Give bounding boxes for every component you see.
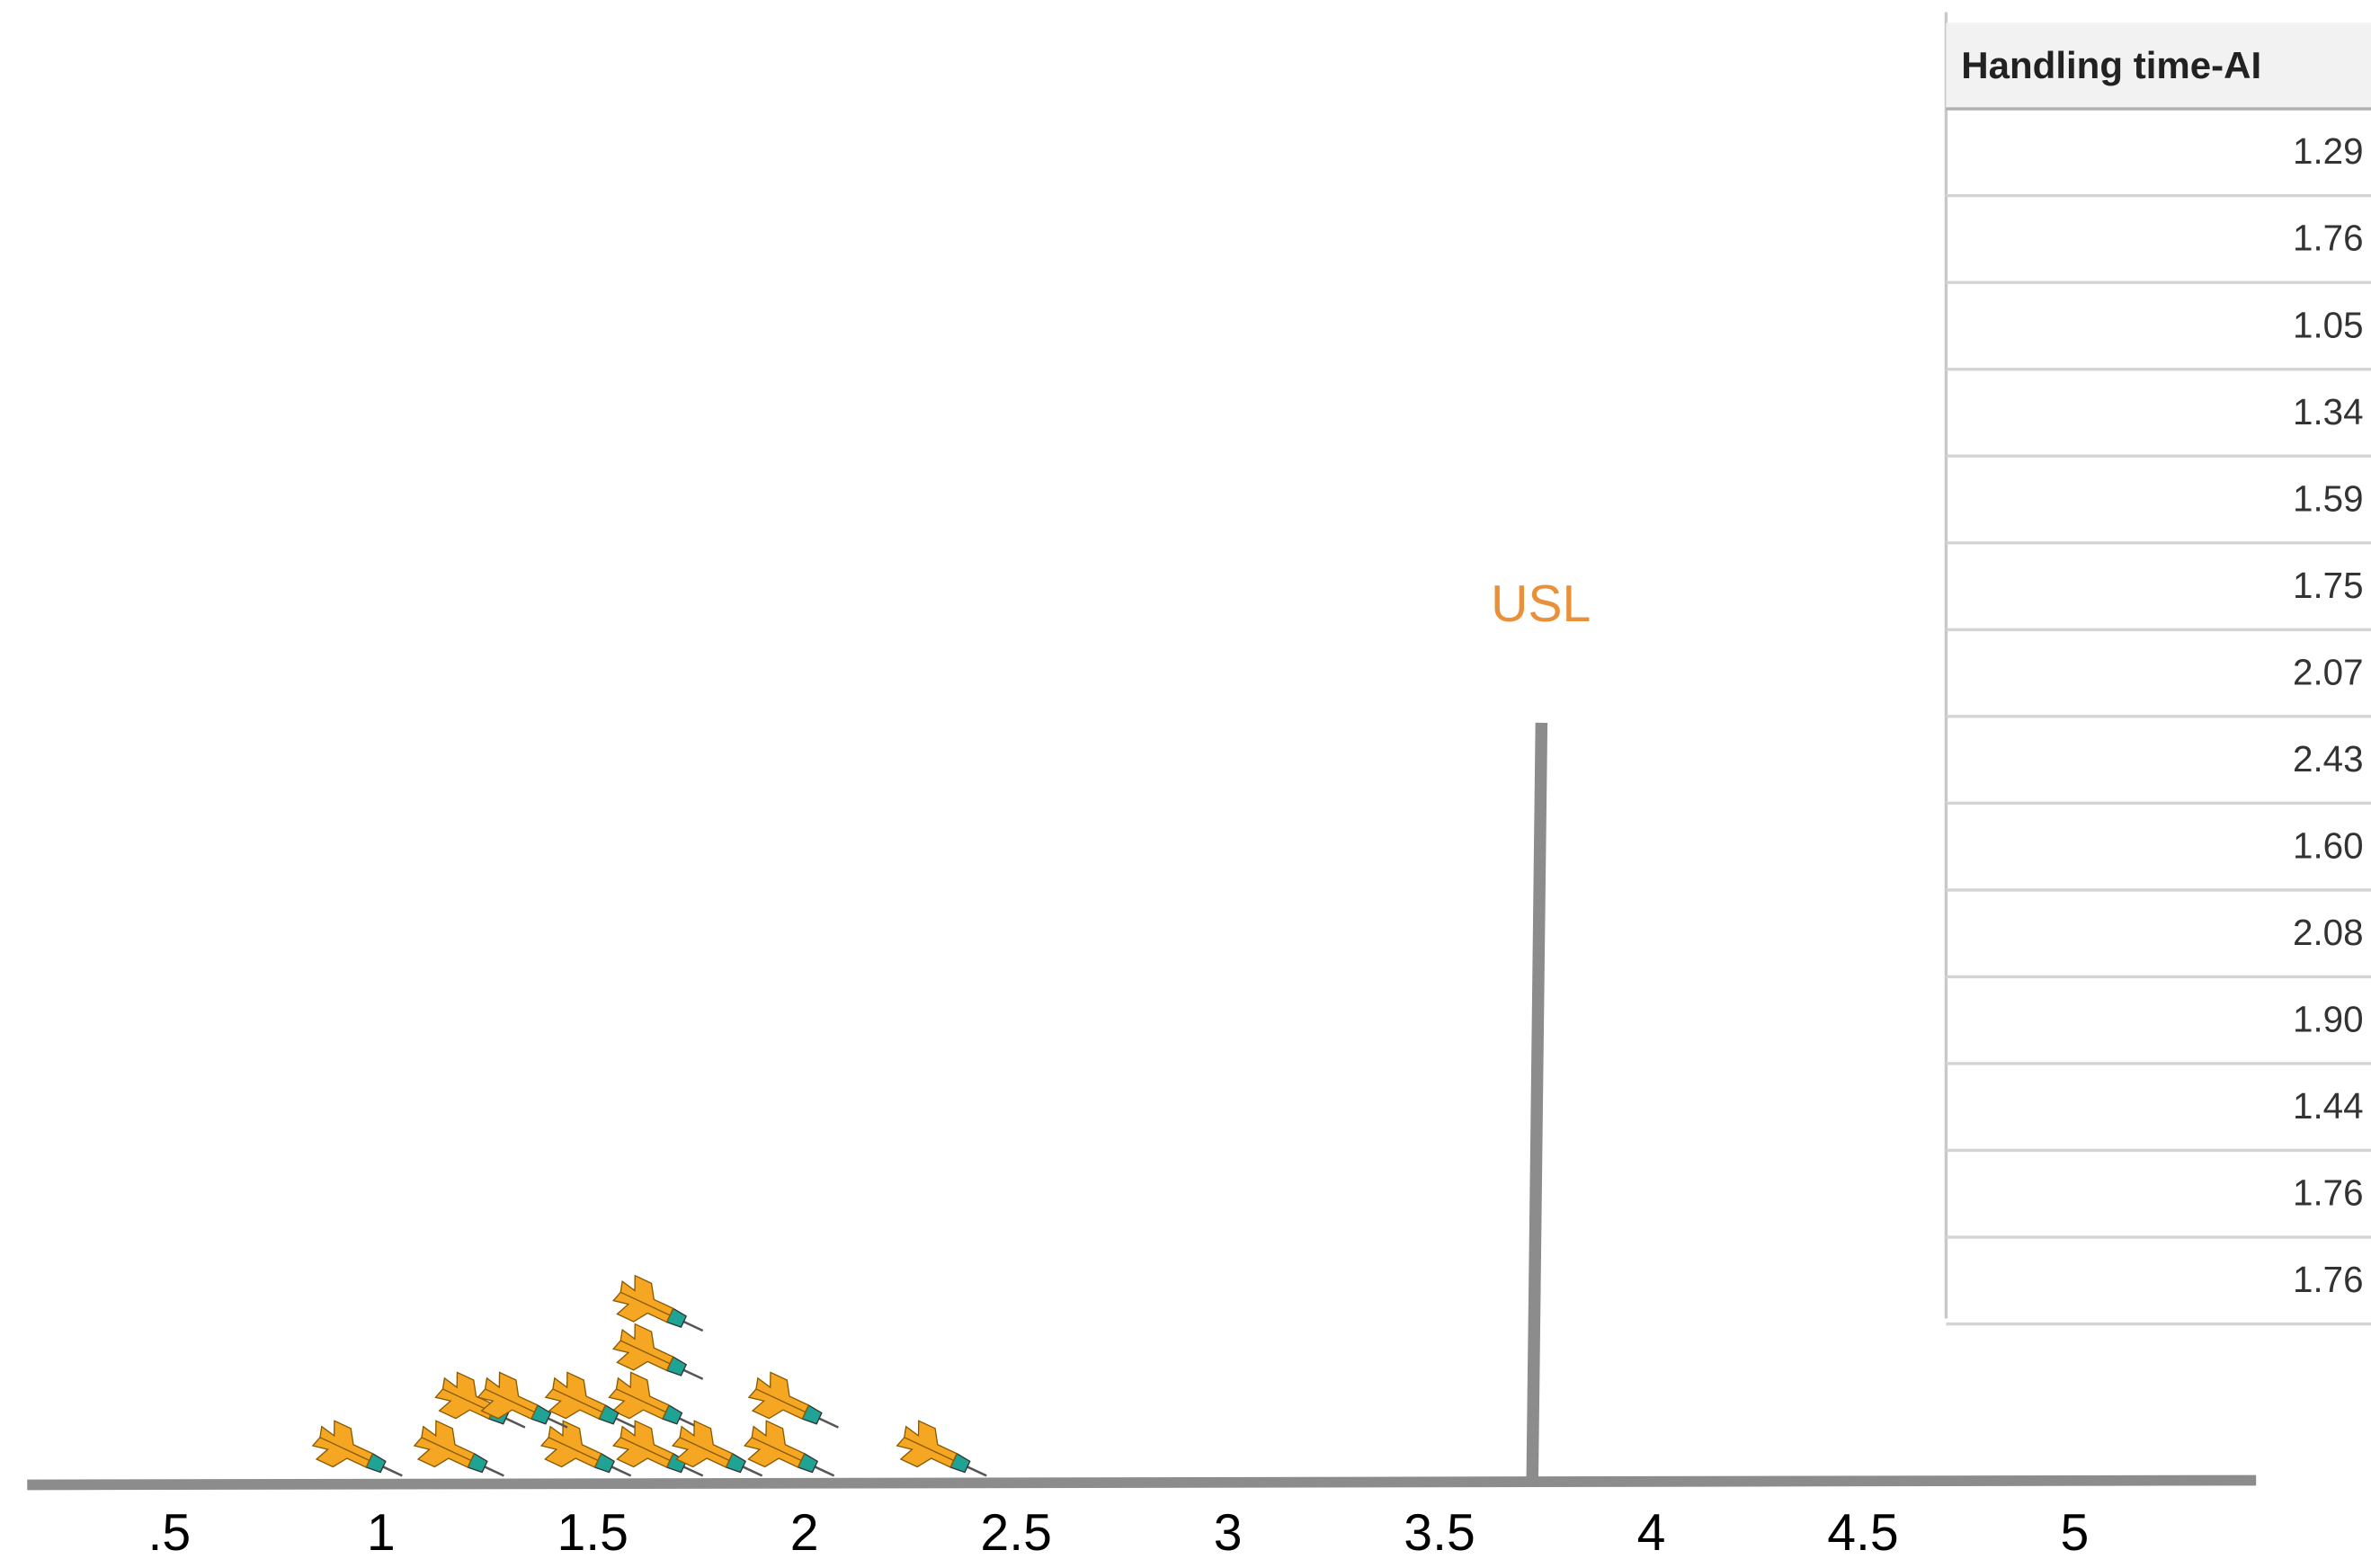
dart-needle bbox=[506, 1419, 525, 1428]
dart-needle bbox=[815, 1466, 833, 1475]
table-cell: 1.76 bbox=[2293, 1259, 2364, 1300]
dart-needle bbox=[683, 1370, 702, 1379]
table-cell: 2.43 bbox=[2293, 738, 2364, 780]
table-cell: 1.44 bbox=[2293, 1085, 2364, 1127]
dart-needle bbox=[485, 1466, 504, 1475]
dart-needle bbox=[616, 1419, 635, 1428]
dart-needle bbox=[683, 1466, 702, 1475]
table-header: Handling time-AI bbox=[1961, 44, 2261, 86]
dart-needle bbox=[611, 1466, 630, 1475]
table-cell: 1.59 bbox=[2293, 477, 2364, 519]
x-tick-label: 3.5 bbox=[1404, 1504, 1475, 1562]
dart-needle bbox=[967, 1466, 986, 1475]
table-cell: 1.76 bbox=[2293, 218, 2364, 259]
table-cell: 1.60 bbox=[2293, 824, 2364, 866]
table-cell: 1.75 bbox=[2293, 565, 2364, 606]
dart-needle bbox=[383, 1466, 402, 1475]
x-tick-label: 1.5 bbox=[557, 1504, 628, 1562]
table-cell: 2.08 bbox=[2293, 912, 2364, 953]
table-cell: 1.29 bbox=[2293, 130, 2364, 172]
table-cell: 1.05 bbox=[2293, 304, 2364, 345]
x-tick-label: 2.5 bbox=[980, 1504, 1051, 1562]
x-tick-label: 2 bbox=[790, 1504, 819, 1562]
table-cell: 1.34 bbox=[2293, 391, 2364, 432]
usl-label: USL bbox=[1491, 575, 1591, 633]
x-tick-label: 5 bbox=[2060, 1504, 2089, 1562]
page: {"chart_data": { "type": "dart", "marker… bbox=[0, 0, 2371, 1568]
x-tick-label: 4.5 bbox=[1827, 1504, 1898, 1562]
table-cell: 1.90 bbox=[2293, 999, 2364, 1040]
table-cell: 1.76 bbox=[2293, 1172, 2364, 1214]
x-tick-label: 3 bbox=[1214, 1504, 1243, 1562]
x-tick-label: .5 bbox=[148, 1504, 192, 1562]
chart: Handling time-AI USL .5 1 1.5 2 2.5 3 3.5 4 4.5 5… bbox=[0, 0, 2371, 1568]
table-cell: 2.07 bbox=[2293, 651, 2364, 692]
axis-line bbox=[27, 1480, 2256, 1484]
dart-needle bbox=[683, 1322, 702, 1331]
dart-needle bbox=[819, 1419, 838, 1428]
x-tick-label: 1 bbox=[367, 1504, 396, 1562]
dart-needle bbox=[743, 1466, 762, 1475]
usl-line bbox=[1532, 723, 1541, 1477]
x-tick-label: 4 bbox=[1637, 1504, 1666, 1562]
